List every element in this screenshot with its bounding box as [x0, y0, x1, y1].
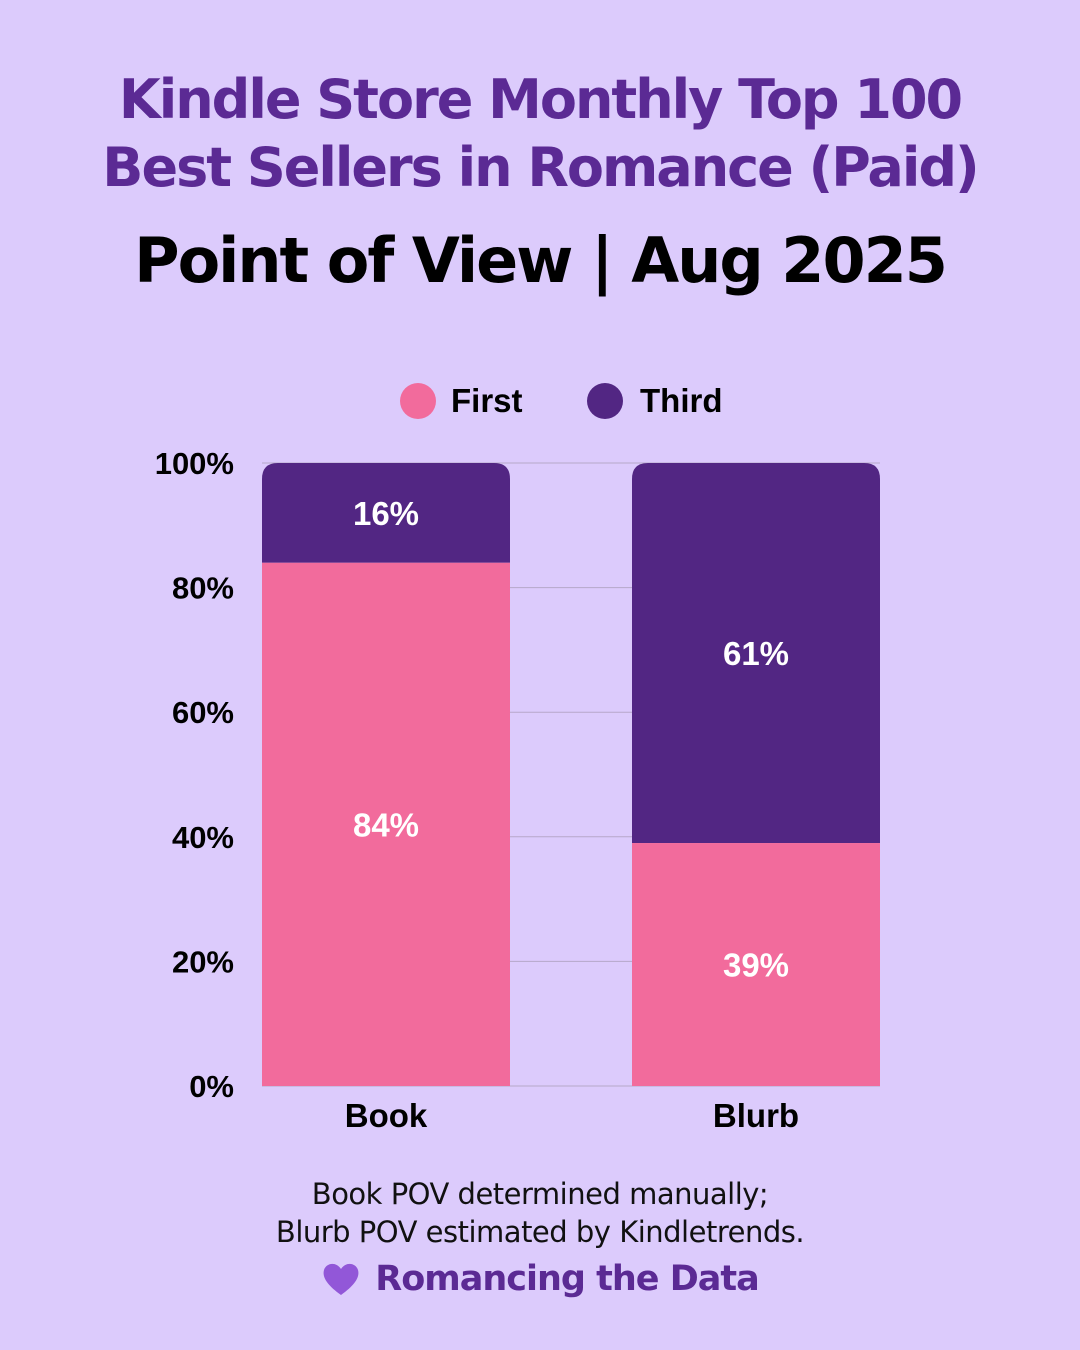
legend-swatch	[587, 383, 623, 419]
legend-label: First	[451, 382, 523, 419]
bar-segment	[632, 463, 880, 844]
bar-segment	[632, 843, 880, 1086]
y-tick-label: 100%	[155, 446, 234, 481]
data-label: 39%	[723, 947, 789, 984]
chart-subtitle: Point of View | Aug 2025	[134, 224, 948, 297]
x-tick-label: Blurb	[713, 1097, 799, 1134]
bar-segment	[262, 463, 510, 563]
footnote-line-2: Blurb POV estimated by Kindletrends.	[275, 1215, 805, 1249]
data-label: 84%	[353, 806, 419, 843]
y-tick-label: 80%	[172, 571, 234, 606]
legend-label: Third	[640, 382, 722, 419]
chart-title: Kindle Store Monthly Top 100 Best Seller…	[0, 66, 1080, 202]
data-label: 61%	[723, 635, 789, 672]
brand: Romancing the Data	[0, 1254, 1080, 1304]
y-tick-label: 0%	[189, 1069, 234, 1104]
y-tick-label: 20%	[172, 944, 234, 979]
y-tick-label: 60%	[172, 695, 234, 730]
legend-swatch	[400, 383, 436, 419]
chart-title-line-2: Best Sellers in Romance (Paid)	[102, 136, 979, 199]
brand-label: Romancing the Data	[375, 1259, 759, 1299]
chart-title-line-1: Kindle Store Monthly Top 100	[118, 68, 963, 131]
heart-icon	[321, 1259, 361, 1299]
footnote-line-1: Book POV determined manually;	[311, 1177, 769, 1211]
data-label: 16%	[353, 495, 419, 532]
bar-segment	[262, 562, 510, 1086]
x-tick-label: Book	[345, 1097, 428, 1134]
y-tick-label: 40%	[172, 820, 234, 855]
